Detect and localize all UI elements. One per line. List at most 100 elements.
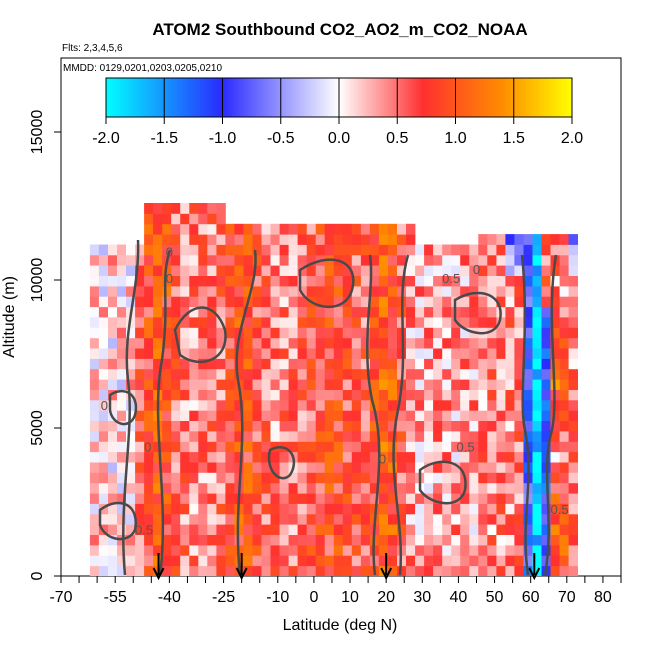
heatmap-cell <box>270 565 280 576</box>
heatmap-cell <box>216 503 226 515</box>
heatmap-cell <box>225 327 235 339</box>
heatmap-cell <box>478 379 488 390</box>
profile-arrows <box>152 553 541 581</box>
heatmap-cell <box>523 275 533 287</box>
heatmap-cell <box>514 431 524 442</box>
heatmap-cell <box>252 296 262 308</box>
heatmap-cell <box>388 296 398 308</box>
heatmap-cell <box>487 482 497 494</box>
heatmap-cell <box>469 296 479 308</box>
heatmap-cell <box>487 431 497 442</box>
heatmap-cell <box>126 296 136 308</box>
heatmap-cell <box>487 493 497 504</box>
heatmap-cell <box>135 285 145 297</box>
heatmap-cell <box>180 358 190 370</box>
contour-label: 0.5 <box>551 502 569 517</box>
heatmap-cell <box>406 296 416 308</box>
heatmap-cell <box>460 524 470 535</box>
heatmap-cell <box>487 244 497 256</box>
heatmap-cell <box>288 555 298 567</box>
heatmap-cell <box>162 244 172 256</box>
heatmap-cell <box>406 565 416 576</box>
heatmap-cell <box>207 451 217 463</box>
heatmap-cell <box>225 410 235 421</box>
heatmap-cell <box>98 534 109 546</box>
heatmap-cell <box>460 565 470 576</box>
heatmap-cell <box>297 389 307 401</box>
heatmap-cell <box>496 358 506 370</box>
heatmap-cell <box>442 462 452 473</box>
contour-label: 0 <box>379 452 386 467</box>
heatmap-cell <box>306 285 317 297</box>
heatmap-cell <box>460 265 470 276</box>
heatmap-cell <box>144 524 154 535</box>
heatmap-cell <box>333 337 344 349</box>
heatmap-cell <box>189 317 199 328</box>
heatmap-cell <box>351 337 362 349</box>
heatmap-cell <box>315 565 326 576</box>
heatmap-cell <box>324 462 335 473</box>
heatmap-cell <box>225 368 235 380</box>
heatmap-cell <box>234 254 244 266</box>
colorbar-ticks: -2.0 -1.5 -1.0 -0.5 0.0 0.5 1.0 1.5 2.0 <box>92 78 583 147</box>
heatmap-cell <box>360 348 371 359</box>
heatmap-cell <box>108 368 118 380</box>
heatmap-cell <box>478 472 488 484</box>
heatmap-cell <box>469 493 479 504</box>
heatmap-cell <box>252 524 262 535</box>
heatmap-cell <box>297 441 307 453</box>
heatmap-cell <box>333 399 344 411</box>
heatmap-cell <box>460 368 470 380</box>
heatmap-cell <box>297 524 307 535</box>
heatmap-cell <box>351 317 362 328</box>
heatmap-cell <box>225 265 235 276</box>
heatmap-cell <box>442 317 452 328</box>
heatmap-cell <box>378 524 389 535</box>
heatmap-cell <box>496 524 506 535</box>
heatmap-cell <box>162 544 172 556</box>
heatmap-cell <box>198 348 208 359</box>
heatmap-cell <box>433 410 443 421</box>
heatmap-cell <box>496 399 506 411</box>
heatmap-cell <box>550 544 560 556</box>
heatmap-cell <box>369 234 380 245</box>
heatmap-cell <box>369 441 380 453</box>
heatmap-cell <box>216 482 226 494</box>
heatmap-cell <box>117 513 127 525</box>
heatmap-cell <box>243 472 253 484</box>
heatmap-cell <box>505 265 515 276</box>
heatmap-cell <box>288 503 298 515</box>
heatmap-cell <box>270 337 280 349</box>
heatmap-cell <box>153 234 163 245</box>
heatmap-cell <box>108 451 118 463</box>
heatmap-cell <box>559 244 569 256</box>
contour-lines <box>98 239 558 576</box>
y-axis-label: Altitude (m) <box>1 276 18 358</box>
heatmap-cell <box>342 244 353 256</box>
heatmap-cell <box>207 223 217 235</box>
heatmap-cell <box>451 368 461 380</box>
heatmap-cell <box>252 379 262 390</box>
heatmap-cell <box>406 337 416 349</box>
heatmap-cell <box>252 420 262 432</box>
heatmap-cell <box>153 223 163 235</box>
heatmap-cell <box>207 472 217 484</box>
heatmap-cell <box>153 493 163 504</box>
heatmap-cell <box>288 265 298 276</box>
heatmap-cell <box>397 565 407 576</box>
heatmap-cell <box>559 462 569 473</box>
heatmap-cell <box>433 379 443 390</box>
heatmap-cell <box>315 410 326 421</box>
heatmap-cell <box>550 348 560 359</box>
heatmap-cell <box>559 327 569 339</box>
heatmap-cell <box>225 555 235 567</box>
heatmap-cell <box>451 462 461 473</box>
heatmap-cell <box>225 524 235 535</box>
heatmap-cell <box>424 524 434 535</box>
heatmap-cell <box>108 420 118 432</box>
heatmap-cell <box>171 493 181 504</box>
heatmap-cell <box>180 493 190 504</box>
heatmap-cell <box>288 368 298 380</box>
heatmap-cell <box>144 472 154 484</box>
heatmap-cell <box>135 368 145 380</box>
